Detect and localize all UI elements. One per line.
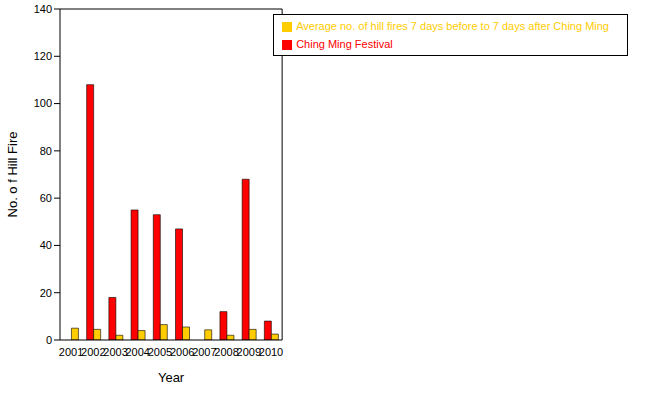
- html-text:Average no. of hill fires 7 da: Average no. of hill fires 7 days before …: [296, 20, 609, 32]
- svg-text:2007: 2007: [192, 346, 216, 358]
- svg-text:2010: 2010: [259, 346, 283, 358]
- svg-text:2002: 2002: [81, 346, 105, 358]
- svg-text:0: 0: [46, 334, 52, 346]
- svg-text:2004: 2004: [126, 346, 150, 358]
- svg-text:2003: 2003: [103, 346, 127, 358]
- svg-text:2005: 2005: [148, 346, 172, 358]
- svg-text:2009: 2009: [237, 346, 261, 358]
- svg-text:40: 40: [40, 239, 52, 251]
- svg-text:2008: 2008: [214, 346, 238, 358]
- svg-text:No. o f Hill Fire: No. o f Hill Fire: [8, 132, 20, 218]
- html-text:Ching Ming Festival: Ching Ming Festival: [296, 38, 393, 50]
- svg-text:2006: 2006: [170, 346, 194, 358]
- svg-text:20: 20: [40, 287, 52, 299]
- svg-text:120: 120: [34, 50, 52, 62]
- svg-text:60: 60: [40, 192, 52, 204]
- svg-text:80: 80: [40, 145, 52, 157]
- svg-text:140: 140: [34, 3, 52, 15]
- svg-text:100: 100: [34, 97, 52, 109]
- svg-text:2001: 2001: [59, 346, 83, 358]
- svg-text:Year: Year: [158, 370, 185, 385]
